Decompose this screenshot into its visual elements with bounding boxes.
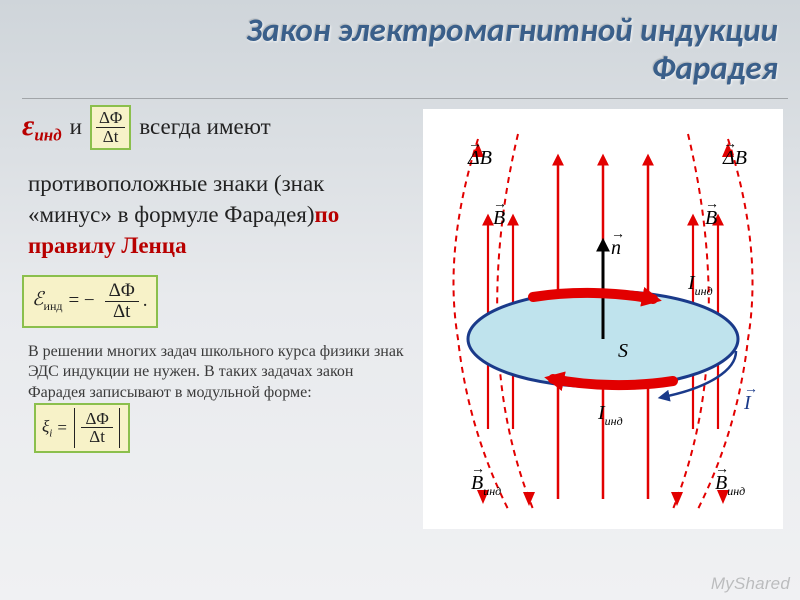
svg-text:→: → [471,462,485,477]
mod-num: ΔΦ [81,410,112,429]
mod-abs: ΔΦ Δt [72,408,122,448]
mod-eq: = [57,417,67,439]
watermark: MyShared [711,574,790,594]
mod-frac: ΔΦ Δt [81,410,112,447]
intro-line: εинд и ΔΦ Δt всегда имеют [22,105,407,150]
svg-text:→: → [705,197,719,212]
svg-text:→: → [744,382,758,397]
formula-lhs: ℰинд [32,288,62,314]
epsilon-sub: инд [34,126,61,145]
formula-eq: = − [68,290,94,312]
epsilon-letter: ε [22,109,34,142]
slide-body: εинд и ΔΦ Δt всегда имеют противоположны… [0,99,800,529]
para1-a: противоположные знаки (знак «минус» в фо… [28,171,324,227]
slide-title: Закон электромагнитной индукции Фарадея [0,0,800,94]
mod-lhs: ξi [42,416,52,440]
epsilon-symbol: εинд [22,109,62,146]
title-line-2: Фарадея [652,48,778,88]
para2-text: В решении многих задач школьного курса ф… [28,343,404,401]
modulus-formula: ξi = ΔΦ Δt [34,403,130,453]
intro-tail: всегда имеют [139,114,270,140]
formula-num: ΔΦ [105,281,139,302]
mod-den: Δt [85,428,109,446]
intro-and: и [70,114,82,140]
faraday-formula: ℰинд = − ΔΦ Δt . [22,275,158,328]
formula-frac: ΔΦ Δt [105,281,139,322]
inline-frac-den: Δt [100,128,122,146]
svg-text:→: → [715,462,729,477]
right-column: Sn→ΔB→ΔB→B→B→IиндIиндI→Bинд→Bинд→ [415,105,790,529]
svg-text:S: S [618,340,628,362]
svg-text:Iинд: Iинд [597,402,623,428]
induction-diagram: Sn→ΔB→ΔB→B→B→IиндIиндI→Bинд→Bинд→ [423,109,783,529]
formula-den: Δt [109,302,135,322]
left-column: εинд и ΔΦ Δt всегда имеют противоположны… [22,105,407,453]
svg-text:→: → [611,227,625,242]
formula-tail: . [143,290,148,312]
paragraph-2: В решении многих задач школьного курса ф… [28,342,407,453]
slide: Закон электромагнитной индукции Фарадея … [0,0,800,600]
inline-fraction: ΔΦ Δt [90,105,131,150]
inline-frac-num: ΔΦ [96,109,125,128]
svg-text:→: → [723,137,737,152]
svg-text:→: → [468,137,482,152]
svg-text:→: → [493,197,507,212]
title-line-1: Закон электромагнитной индукции [246,10,778,50]
paragraph-1: противоположные знаки (знак «минус» в фо… [28,168,407,261]
